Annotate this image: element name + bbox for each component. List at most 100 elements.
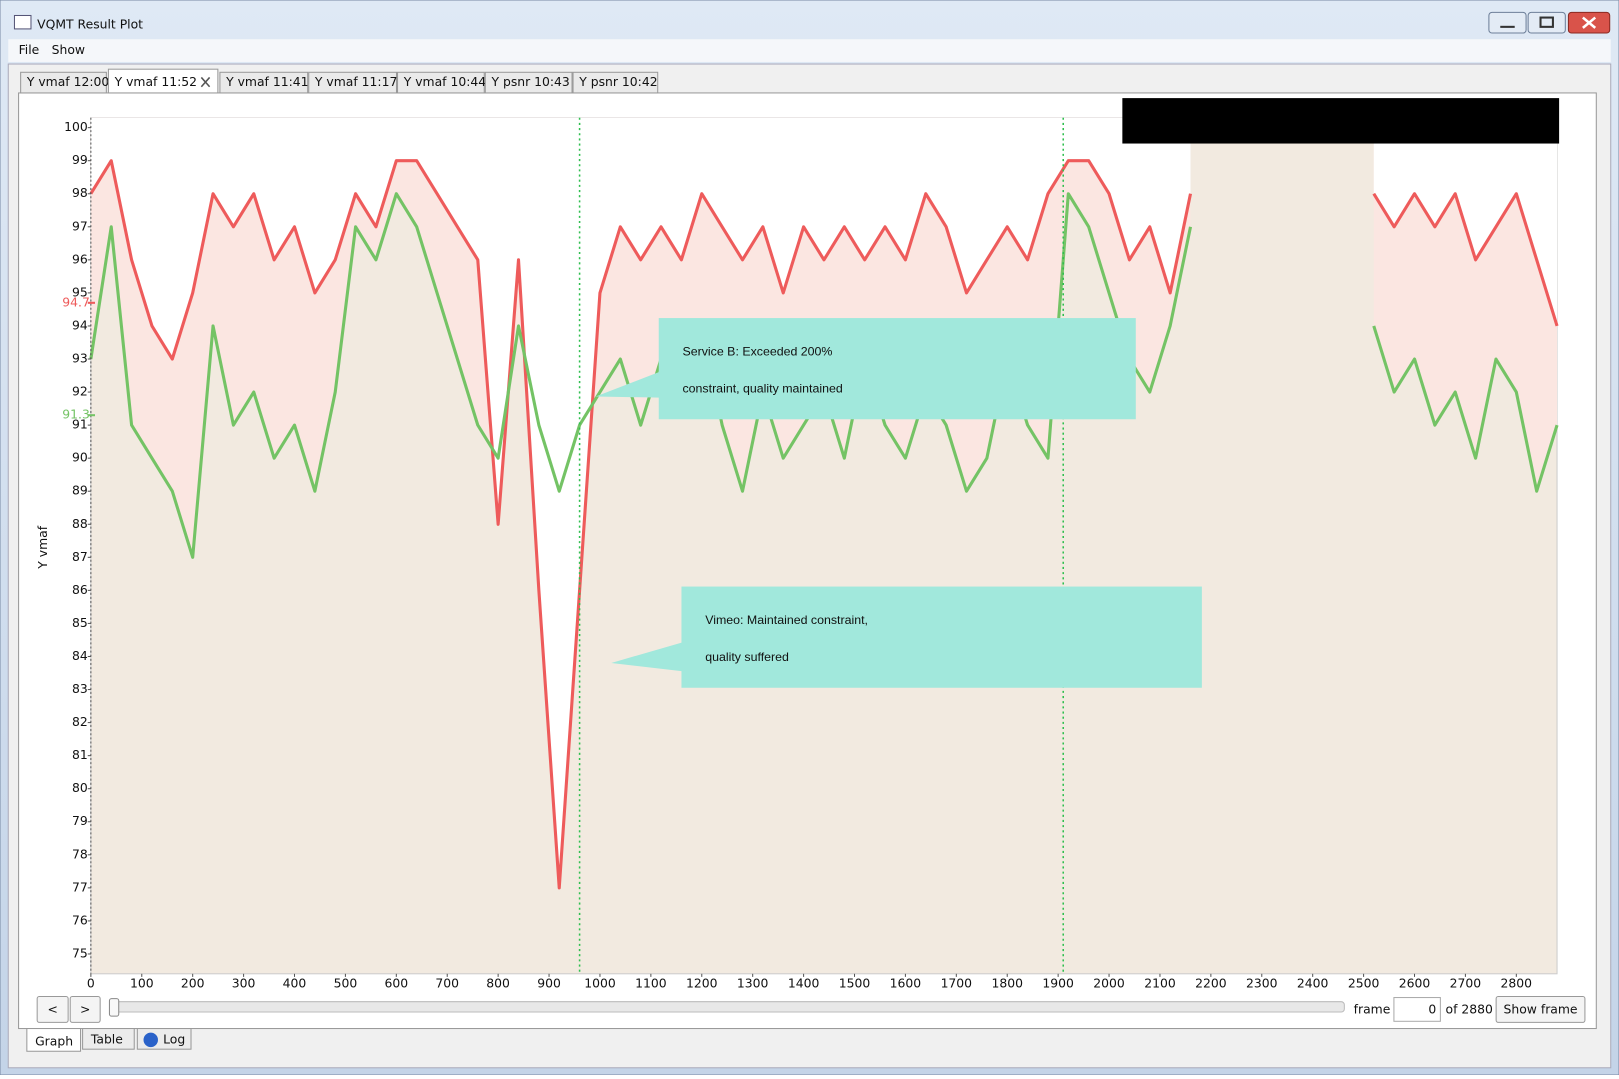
x-tick-label: 500: [334, 976, 358, 991]
y-tick-label: 85: [72, 615, 88, 630]
view-tab[interactable]: [26, 1028, 82, 1052]
tab-label: Y psnr 10:42: [578, 74, 657, 89]
y-tick-label: 76: [72, 912, 88, 927]
view-tab-label: Log: [163, 1031, 185, 1046]
y-tick-label: 82: [72, 714, 88, 729]
y-tick-label: 99: [72, 152, 88, 167]
x-tick-label: 1700: [941, 976, 973, 991]
y-tick-label: 92: [72, 384, 88, 399]
y-tick-label: 98: [72, 185, 88, 200]
y-tick-label: 95: [72, 284, 88, 299]
x-tick-label: 1400: [788, 976, 820, 991]
y-tick-label: 91: [72, 417, 88, 432]
total-label: of 2880: [1446, 1001, 1493, 1016]
slider-handle[interactable]: [108, 998, 120, 1017]
frame-input[interactable]: [1393, 997, 1441, 1022]
y-axis-label: Y vmaf: [35, 525, 50, 569]
x-tick-label: 200: [181, 976, 205, 991]
tab-label: Y psnr 10:43: [490, 74, 569, 89]
menu-item[interactable]: File: [19, 42, 40, 57]
y-tick-label: 90: [72, 450, 88, 465]
x-tick-label: 700: [435, 976, 459, 991]
x-tick-label: 2300: [1246, 976, 1278, 991]
x-tick-label: 2700: [1450, 976, 1482, 991]
next-button[interactable]: [69, 996, 101, 1023]
y-tick-label: 89: [72, 483, 88, 498]
maximize-icon: [1539, 16, 1554, 28]
y-tick-label: 78: [72, 846, 88, 861]
y-tick-label: 79: [72, 813, 88, 828]
series-line: [89, 159, 1193, 890]
frame-value: 0: [1428, 1001, 1436, 1016]
y-tick-label: 96: [72, 251, 88, 266]
menu-item[interactable]: Show: [52, 42, 85, 57]
callout-text: constraint, quality maintained: [682, 382, 842, 396]
callout-box: [681, 586, 1202, 688]
series-line: [1372, 325, 1559, 493]
close-icon: [1582, 16, 1597, 29]
x-tick-label: 1800: [991, 976, 1023, 991]
y-tick-label: 94: [72, 317, 88, 332]
window-title: VQMT Result Plot: [37, 16, 143, 31]
tab-close-icon[interactable]: [200, 76, 211, 88]
tab[interactable]: [397, 71, 485, 94]
tab[interactable]: [484, 71, 573, 94]
y-tick-label: 77: [72, 879, 88, 894]
callout-text: Service B: Exceeded 200%: [682, 344, 832, 358]
y-tick-label: 97: [72, 218, 88, 233]
frame-slider[interactable]: [113, 1001, 1345, 1013]
tab-label: Y vmaf 10:44: [403, 74, 487, 89]
tab-label: Y vmaf 11:52: [114, 74, 197, 89]
series-area: [90, 117, 1191, 888]
callout-pointer: [611, 642, 683, 672]
x-tick-label: 800: [486, 976, 510, 991]
mean-label: 91.3: [62, 407, 90, 422]
x-tick-label: 2200: [1195, 976, 1227, 991]
y-tick-label: 93: [72, 351, 88, 366]
tab[interactable]: [308, 71, 398, 94]
x-tick-label: 2100: [1144, 976, 1176, 991]
x-tick-label: 1000: [584, 976, 616, 991]
x-tick-label: 300: [232, 976, 256, 991]
x-tick-label: 1600: [890, 976, 922, 991]
tab-label: Y vmaf 11:17: [314, 74, 397, 89]
view-tab-label: Table: [90, 1031, 123, 1046]
x-tick-label: 1500: [839, 976, 871, 991]
y-tick-label: 80: [72, 780, 88, 795]
x-tick-label: 1100: [635, 976, 667, 991]
x-tick-label: 400: [283, 976, 307, 991]
callout-box: [658, 318, 1136, 420]
frame-label: frame: [1354, 1001, 1391, 1016]
x-tick-label: 600: [385, 976, 409, 991]
y-tick-label: 87: [72, 549, 88, 564]
x-tick-label: 2600: [1399, 976, 1431, 991]
tab[interactable]: [219, 71, 309, 94]
view-tab-label: Graph: [35, 1033, 73, 1048]
tab[interactable]: [572, 71, 659, 94]
prev-button-label: <: [47, 1001, 57, 1016]
y-tick-label: 81: [72, 747, 88, 762]
view-tab[interactable]: [82, 1028, 135, 1050]
prev-button[interactable]: [36, 996, 69, 1023]
next-button-label: >: [80, 1001, 90, 1016]
minimize-button[interactable]: [1488, 11, 1527, 34]
callout-text: quality suffered: [705, 650, 789, 664]
x-tick-label: 0: [87, 976, 95, 991]
callout-pointer: [595, 371, 660, 398]
series-line: [1372, 192, 1559, 327]
series-area: [1373, 117, 1558, 492]
maximize-button[interactable]: [1527, 11, 1566, 34]
redacted-box: [1122, 98, 1560, 144]
tab[interactable]: [20, 71, 107, 94]
y-tick-label: 84: [72, 648, 88, 663]
tab[interactable]: [107, 68, 219, 94]
x-tick-label: 900: [537, 976, 561, 991]
x-tick-label: 2500: [1348, 976, 1380, 991]
show-frame-button[interactable]: [1495, 996, 1586, 1023]
tab-label: Y vmaf 12:00: [26, 74, 110, 89]
callout-text: Vimeo: Maintained constraint,: [705, 613, 868, 627]
x-tick-label: 1300: [737, 976, 769, 991]
y-tick-label: 83: [72, 681, 88, 696]
